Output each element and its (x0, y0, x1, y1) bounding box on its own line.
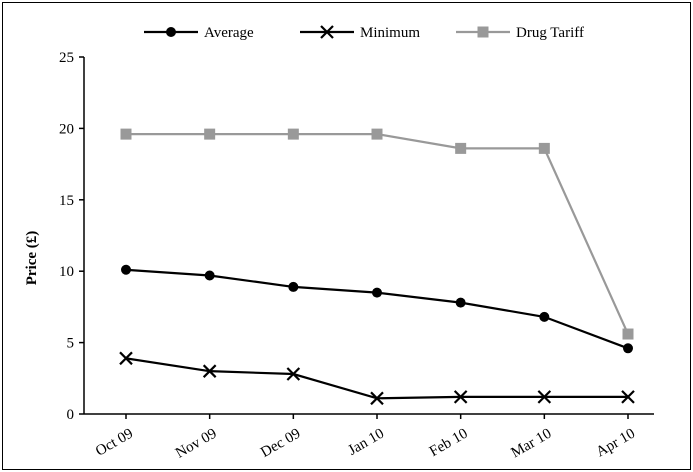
data-point-drug-tariff (287, 128, 299, 140)
y-tick-label: 0 (67, 407, 75, 423)
data-point-average (455, 297, 466, 308)
series-drug-tariff (120, 128, 634, 340)
series-minimum (119, 351, 635, 406)
data-point-drug-tariff (120, 128, 132, 140)
axes: 0 5 10 15 20 25 Oct 09 Nov 09 Dec 09 Jan 10 Feb 1… (59, 50, 654, 462)
data-point-drug-tariff (455, 142, 467, 154)
y-tick-label: 5 (67, 336, 75, 352)
data-point-drug-tariff (622, 328, 634, 340)
y-axis-title: Price (£) (24, 231, 40, 286)
x-axis-ticks: Oct 09 Nov 09 Dec 09 Jan 10 Feb 10 Mar 10 Apr … (93, 414, 638, 462)
series-average (121, 264, 633, 354)
data-point-average (623, 343, 633, 354)
legend-label-average: Average (204, 25, 254, 41)
data-point-drug-tariff (371, 128, 383, 140)
legend-marker-minimum (320, 25, 334, 39)
data-point-average (372, 287, 382, 298)
series-layer (119, 128, 635, 406)
x-tick-label: Feb 10 (427, 426, 471, 460)
series-line-average (125, 268, 629, 350)
y-tick-label: 20 (59, 121, 74, 137)
data-point-minimum (119, 351, 133, 366)
y-axis-ticks: 0 5 10 15 20 25 (59, 50, 84, 423)
legend-item-drug-tariff: Drug Tariff (456, 25, 584, 41)
legend-label-drug-tariff: Drug Tariff (516, 25, 584, 41)
x-tick-label: Jan 10 (345, 426, 387, 459)
data-point-minimum (453, 390, 468, 404)
legend-marker-drug-tariff (477, 26, 489, 38)
data-point-average (288, 281, 299, 292)
legend: Average Minimum Drug Tariff (144, 25, 584, 41)
data-point-drug-tariff (538, 142, 550, 154)
x-tick-label: Nov 09 (173, 426, 220, 462)
data-point-minimum (370, 391, 384, 406)
legend-item-minimum: Minimum (300, 25, 420, 41)
data-point-drug-tariff (204, 128, 216, 140)
x-tick-label: Apr 10 (594, 426, 638, 461)
data-point-minimum (537, 390, 552, 404)
legend-item-average: Average (144, 25, 254, 41)
x-tick-label: Dec 09 (258, 426, 303, 461)
y-tick-label: 25 (59, 50, 74, 66)
x-tick-label: Mar 10 (508, 426, 554, 462)
data-point-average (204, 270, 215, 281)
data-point-average (121, 264, 131, 275)
legend-marker-average (166, 27, 176, 37)
series-line-drug-tariff (126, 133, 630, 335)
y-tick-label: 15 (59, 193, 74, 209)
data-point-minimum (202, 364, 217, 378)
x-tick-label: Oct 09 (93, 426, 136, 460)
series-line-minimum (125, 357, 628, 400)
y-tick-label: 10 (59, 264, 74, 280)
data-point-minimum (621, 390, 635, 404)
data-point-average (539, 311, 550, 322)
legend-label-minimum: Minimum (360, 25, 420, 41)
data-point-minimum (286, 367, 301, 381)
